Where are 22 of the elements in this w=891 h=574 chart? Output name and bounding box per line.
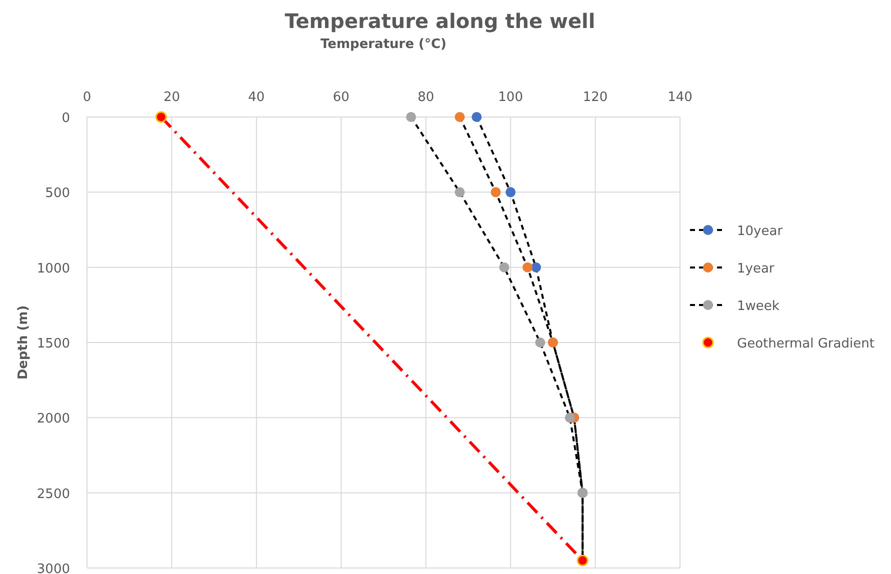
x-tick-label: 20 <box>163 90 180 105</box>
x-tick-label: 60 <box>332 90 350 105</box>
x-tick-label: 140 <box>668 90 692 105</box>
x-tick-label: 120 <box>582 90 608 105</box>
x-tick-label: 100 <box>498 90 523 105</box>
legend-label: 1year <box>737 262 775 276</box>
legend-label: Geothermal Gradient <box>737 336 874 352</box>
y-tick-label: 500 <box>45 186 70 202</box>
legend-label: 1week <box>737 299 780 314</box>
y-tick-label: 2500 <box>36 486 70 502</box>
x-axis-title: Temperature (°C) <box>320 37 446 52</box>
y-tick-label: 1500 <box>36 336 70 352</box>
x-tick-label: 40 <box>248 90 265 105</box>
y-tick-label: 1000 <box>36 261 70 276</box>
x-tick-label: 80 <box>418 90 434 105</box>
chart-title: Temperature along the well <box>284 9 596 33</box>
legend-label: 10year <box>737 224 784 239</box>
x-tick-label: 0 <box>82 90 92 105</box>
y-axis-title: Depth (m) <box>16 305 31 380</box>
y-tick-label: 0 <box>62 111 70 126</box>
y-tick-label: 3000 <box>36 562 70 574</box>
y-tick-label: 2000 <box>36 412 70 427</box>
